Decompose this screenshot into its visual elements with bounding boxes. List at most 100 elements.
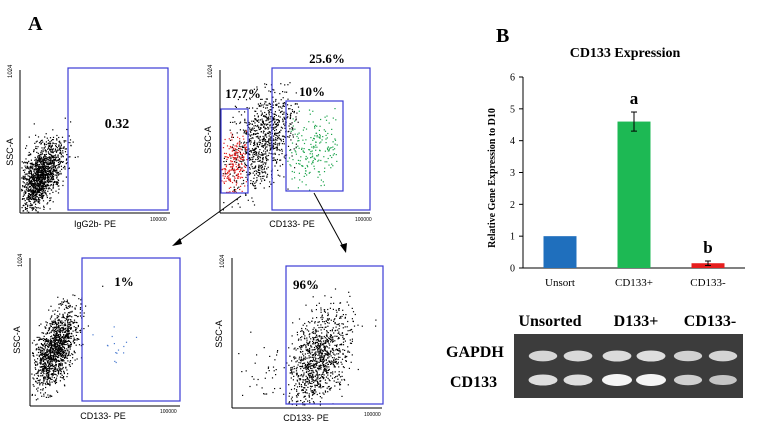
event-dot [52,173,55,175]
event-dot [253,144,255,147]
event-dot [25,186,28,188]
event-dot [58,328,60,330]
event-dot [27,196,29,198]
event-dot [272,104,274,106]
event-dot [335,381,337,383]
event-dot [52,185,54,187]
event-dot [341,363,343,365]
event-dot [246,174,248,176]
event-dot [59,322,61,324]
event-dot [258,153,260,155]
event-dot [315,336,317,338]
event-dot [323,350,325,352]
event-dot [53,360,55,362]
event-dot [286,91,288,93]
event-dot [312,356,314,358]
event-dot [318,159,320,161]
event-dot [22,205,24,207]
event-dot [296,360,298,362]
event-dot [56,165,58,167]
event-dot [311,163,313,165]
event-dot [42,353,44,355]
event-dot [52,191,54,193]
event-dot [315,132,318,134]
event-dot [34,197,36,199]
event-dot [290,123,292,125]
event-dot [61,350,63,352]
event-dot [333,153,335,155]
event-dot [54,350,56,352]
event-dot [325,354,327,356]
event-dot [324,367,326,369]
event-dot [254,187,256,189]
event-dot [280,111,282,113]
event-dot [34,179,36,181]
event-dot [335,349,337,351]
event-dot [71,333,73,335]
event-dot [49,318,52,320]
event-dot [323,321,325,323]
event-dot [315,357,317,359]
event-dot [293,112,295,114]
event-dot [266,117,268,120]
event-dot [311,378,313,380]
event-dot [312,155,314,157]
event-dot [243,182,245,184]
event-dot [56,355,58,357]
event-dot [57,321,59,323]
event-dot [50,340,52,342]
event-dot [263,168,265,171]
event-dot [336,144,338,146]
event-dot [323,342,326,344]
event-dot [277,137,279,140]
event-dot [293,375,295,377]
event-dot [226,156,229,158]
event-dot [322,366,325,368]
event-dot [312,162,314,164]
event-dot [67,373,69,375]
event-dot [306,329,308,331]
event-dot [57,319,59,322]
event-dot [57,329,59,331]
event-dot [47,383,49,385]
gate-box [67,67,169,211]
event-dot [244,162,246,164]
event-dot [268,144,270,146]
event-dot [59,346,61,348]
event-dot [22,169,24,171]
event-dot [241,154,243,156]
event-dot [68,135,70,137]
event-dot [36,364,38,366]
event-dot [62,366,64,369]
event-dot [351,340,353,342]
event-dot [296,112,298,114]
event-dot [236,132,238,134]
event-dot [333,359,335,361]
event-dot [58,326,60,328]
event-dot [47,340,49,342]
event-dot [230,161,232,163]
event-dot [52,363,54,366]
event-dot [327,337,330,339]
event-dot [56,390,58,392]
event-dot [66,319,69,321]
event-dot [54,165,56,167]
event-dot [26,202,28,204]
event-dot [230,186,232,188]
event-dot [299,365,301,368]
event-dot [63,384,66,386]
event-dot [321,360,324,362]
event-dot [292,125,294,127]
event-dot [287,116,289,118]
event-dot [43,175,45,178]
event-dot [58,307,60,309]
event-dot [296,331,298,333]
event-dot [58,367,60,369]
event-dot [53,369,55,371]
event-dot [33,175,35,177]
event-dot [248,123,250,126]
event-dot [261,172,264,174]
event-dot [270,183,272,185]
event-dot [42,350,44,352]
